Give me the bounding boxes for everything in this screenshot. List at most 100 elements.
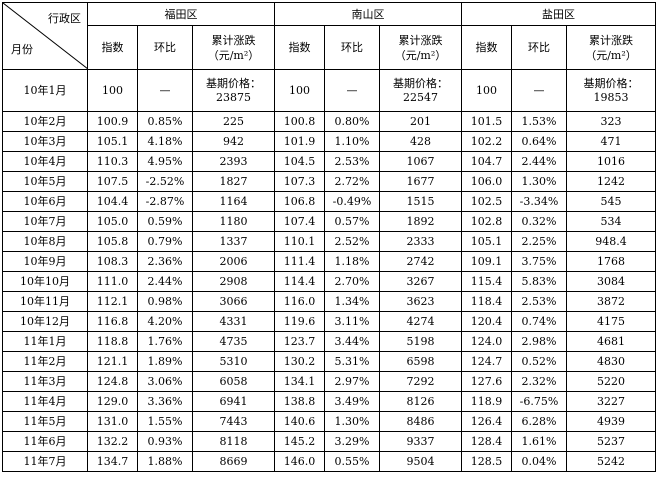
mom-cell: 0.52% bbox=[511, 351, 567, 372]
index-cell: 118.8 bbox=[87, 331, 138, 352]
mom-cell: 4.20% bbox=[137, 311, 193, 332]
month-cell: 10年11月 bbox=[2, 291, 88, 312]
cumulative-cell: 1242 bbox=[566, 171, 656, 192]
col-header-index: 指数 bbox=[274, 25, 325, 70]
index-cell: 102.8 bbox=[461, 211, 512, 232]
index-cell: 114.4 bbox=[274, 271, 325, 292]
mom-cell: — bbox=[511, 69, 567, 112]
index-cell: 100 bbox=[461, 69, 512, 112]
index-cell: 124.7 bbox=[461, 351, 512, 372]
mom-cell: 0.85% bbox=[137, 111, 193, 132]
index-cell: 100.9 bbox=[87, 111, 138, 132]
mom-cell: 4.18% bbox=[137, 131, 193, 152]
index-cell: 107.5 bbox=[87, 171, 138, 192]
mom-cell: 1.55% bbox=[137, 411, 193, 432]
cumulative-cell: 5237 bbox=[566, 431, 656, 452]
table-row-base: 10年1月 100 — 基期价格： 23875 100 — 基期价格： 22547 … bbox=[2, 69, 656, 112]
cumulative-cell: 225 bbox=[192, 111, 275, 132]
mom-cell: 3.29% bbox=[324, 431, 380, 452]
base-price-cell: 基期价格： 22547 bbox=[379, 69, 462, 112]
cumulative-cell: 2908 bbox=[192, 271, 275, 292]
mom-cell: 0.59% bbox=[137, 211, 193, 232]
district-header-yantian: 盐田区 bbox=[461, 2, 656, 26]
mom-cell: 0.57% bbox=[324, 211, 380, 232]
month-cell: 10年10月 bbox=[2, 271, 88, 292]
cumulative-cell: 1164 bbox=[192, 191, 275, 212]
mom-cell: 2.72% bbox=[324, 171, 380, 192]
mom-cell: 0.74% bbox=[511, 311, 567, 332]
month-cell: 10年12月 bbox=[2, 311, 88, 332]
index-cell: 116.8 bbox=[87, 311, 138, 332]
table-row: 10年3月 105.1 4.18% 942 101.9 1.10% 428 102.2 0.64… bbox=[2, 131, 656, 152]
index-cell: 106.8 bbox=[274, 191, 325, 212]
mom-cell: 1.88% bbox=[137, 451, 193, 472]
cumulative-cell: 7443 bbox=[192, 411, 275, 432]
mom-cell: 3.44% bbox=[324, 331, 380, 352]
cumulative-cell: 2006 bbox=[192, 251, 275, 272]
table-row: 11年6月 132.2 0.93% 8118 145.2 3.29% 9337 128.4 1.… bbox=[2, 431, 656, 452]
col-header-cumulative: 累计涨跌 （元/m²） bbox=[566, 25, 656, 70]
index-cell: 111.4 bbox=[274, 251, 325, 272]
index-cell: 101.5 bbox=[461, 111, 512, 132]
mom-cell: 1.30% bbox=[324, 411, 380, 432]
index-cell: 111.0 bbox=[87, 271, 138, 292]
cumulative-cell: 3066 bbox=[192, 291, 275, 312]
cumulative-cell: 4175 bbox=[566, 311, 656, 332]
cumulative-cell: 5198 bbox=[379, 331, 462, 352]
housing-price-index-table: 行政区 月份 福田区 南山区 盐田区 指数 环比 累计涨跌 （元/m²） 指数 环… bbox=[2, 2, 656, 472]
index-cell: 124.8 bbox=[87, 371, 138, 392]
base-price-cell: 基期价格： 23875 bbox=[192, 69, 275, 112]
index-cell: 134.1 bbox=[274, 371, 325, 392]
cumulative-cell: 1337 bbox=[192, 231, 275, 252]
cumulative-cell: 1827 bbox=[192, 171, 275, 192]
table-row: 10年12月 116.8 4.20% 4331 119.6 3.11% 4274 120.4 0… bbox=[2, 311, 656, 332]
mom-cell: — bbox=[137, 69, 193, 112]
mom-cell: 1.18% bbox=[324, 251, 380, 272]
cumulative-cell: 4331 bbox=[192, 311, 275, 332]
index-cell: 101.9 bbox=[274, 131, 325, 152]
mom-cell: -3.34% bbox=[511, 191, 567, 212]
cumulative-cell: 9337 bbox=[379, 431, 462, 452]
index-cell: 105.0 bbox=[87, 211, 138, 232]
cumulative-cell: 1016 bbox=[566, 151, 656, 172]
index-cell: 123.7 bbox=[274, 331, 325, 352]
cumulative-cell: 4681 bbox=[566, 331, 656, 352]
mom-cell: -2.87% bbox=[137, 191, 193, 212]
index-cell: 106.0 bbox=[461, 171, 512, 192]
mom-cell: 0.93% bbox=[137, 431, 193, 452]
cumulative-cell: 942 bbox=[192, 131, 275, 152]
index-cell: 102.5 bbox=[461, 191, 512, 212]
mom-cell: 2.25% bbox=[511, 231, 567, 252]
cumulative-cell: 471 bbox=[566, 131, 656, 152]
month-cell: 11年3月 bbox=[2, 371, 88, 392]
index-cell: 132.2 bbox=[87, 431, 138, 452]
cumulative-cell: 3084 bbox=[566, 271, 656, 292]
index-cell: 112.1 bbox=[87, 291, 138, 312]
table-row: 10年7月 105.0 0.59% 1180 107.4 0.57% 1892 102.8 0.… bbox=[2, 211, 656, 232]
mom-cell: 1.30% bbox=[511, 171, 567, 192]
month-cell: 11年5月 bbox=[2, 411, 88, 432]
cumulative-cell: 6058 bbox=[192, 371, 275, 392]
mom-cell: 4.95% bbox=[137, 151, 193, 172]
mom-cell: 0.80% bbox=[324, 111, 380, 132]
cumulative-cell: 4830 bbox=[566, 351, 656, 372]
mom-cell: 3.75% bbox=[511, 251, 567, 272]
index-cell: 128.4 bbox=[461, 431, 512, 452]
month-cell: 11年6月 bbox=[2, 431, 88, 452]
index-cell: 100.8 bbox=[274, 111, 325, 132]
index-cell: 129.0 bbox=[87, 391, 138, 412]
cumulative-cell: 534 bbox=[566, 211, 656, 232]
cumulative-cell: 3267 bbox=[379, 271, 462, 292]
index-cell: 119.6 bbox=[274, 311, 325, 332]
table-row: 11年7月 134.7 1.88% 8669 146.0 0.55% 9504 128.5 0.… bbox=[2, 451, 656, 472]
index-cell: 118.9 bbox=[461, 391, 512, 412]
table-row: 10年4月 110.3 4.95% 2393 104.5 2.53% 1067 104.7 2.… bbox=[2, 151, 656, 172]
index-cell: 146.0 bbox=[274, 451, 325, 472]
cumulative-cell: 8486 bbox=[379, 411, 462, 432]
cumulative-cell: 5242 bbox=[566, 451, 656, 472]
mom-cell: 3.11% bbox=[324, 311, 380, 332]
district-header-nanshan: 南山区 bbox=[274, 2, 462, 26]
cumulative-cell: 5220 bbox=[566, 371, 656, 392]
index-cell: 127.6 bbox=[461, 371, 512, 392]
index-cell: 110.3 bbox=[87, 151, 138, 172]
